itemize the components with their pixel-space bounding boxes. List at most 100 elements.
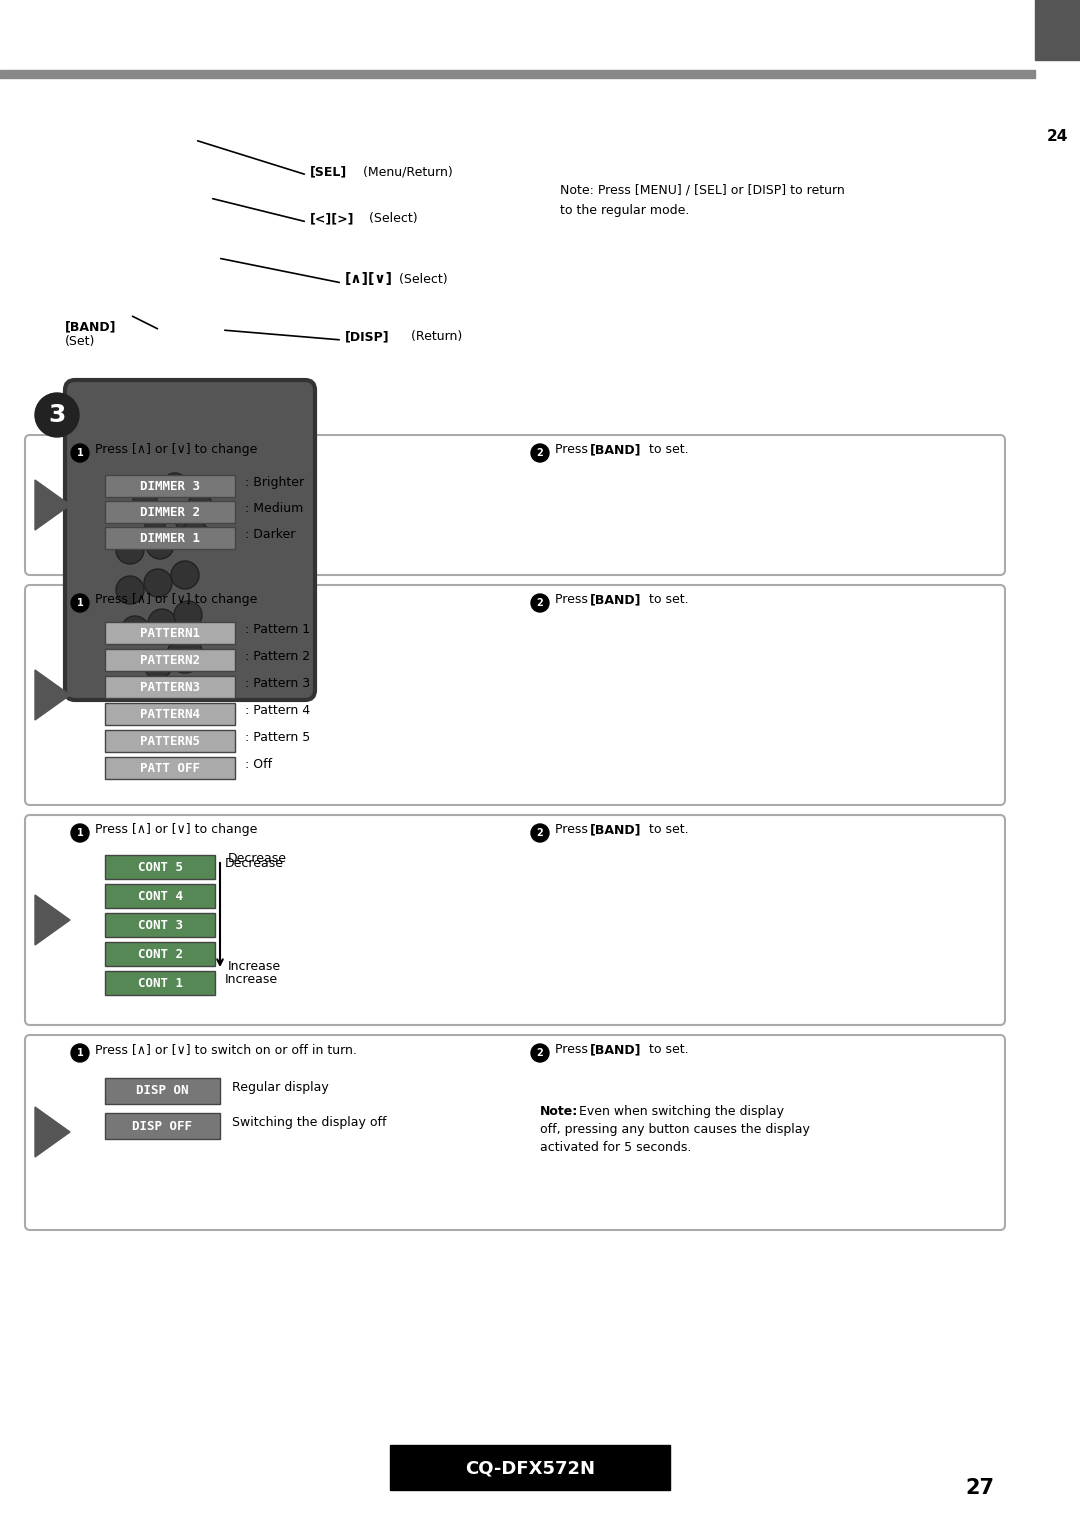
Text: CONT 5: CONT 5 — [137, 861, 183, 873]
Text: [BAND]: [BAND] — [590, 594, 642, 606]
Text: CONT 3: CONT 3 — [137, 919, 183, 931]
FancyBboxPatch shape — [105, 703, 235, 725]
Text: 24: 24 — [1047, 128, 1068, 143]
Text: PATTERN4: PATTERN4 — [140, 708, 200, 720]
Circle shape — [531, 824, 549, 842]
FancyBboxPatch shape — [25, 584, 1005, 806]
Text: Press: Press — [555, 1042, 592, 1056]
Text: (Select): (Select) — [395, 273, 447, 285]
Text: (Set): (Set) — [65, 336, 95, 348]
Text: 2: 2 — [537, 449, 543, 458]
Text: G: G — [1054, 87, 1062, 96]
Text: Panasonic: Panasonic — [158, 691, 192, 697]
Text: Press: Press — [555, 594, 592, 606]
Circle shape — [171, 562, 199, 589]
Text: PATTERN2: PATTERN2 — [140, 653, 200, 667]
Circle shape — [531, 594, 549, 612]
Text: I: I — [1056, 111, 1059, 121]
Polygon shape — [35, 1106, 70, 1157]
FancyBboxPatch shape — [105, 729, 235, 752]
Text: CONT 4: CONT 4 — [137, 890, 183, 902]
Text: : Pattern 2: : Pattern 2 — [245, 650, 310, 662]
Polygon shape — [35, 481, 70, 530]
Circle shape — [71, 824, 89, 842]
Text: to set.: to set. — [645, 443, 689, 456]
Text: : Brighter: : Brighter — [245, 476, 305, 488]
Text: [SEL]: [SEL] — [310, 165, 348, 179]
Text: [BAND]: [BAND] — [590, 443, 642, 456]
Circle shape — [71, 1044, 89, 1062]
Circle shape — [116, 575, 144, 604]
Text: [<][>]: [<][>] — [310, 212, 354, 224]
Text: to set.: to set. — [645, 1042, 689, 1056]
FancyBboxPatch shape — [65, 380, 315, 700]
Text: Switching the display off: Switching the display off — [232, 1116, 387, 1129]
Circle shape — [181, 520, 210, 549]
Circle shape — [144, 569, 172, 597]
Text: 3: 3 — [49, 403, 66, 427]
Circle shape — [145, 514, 165, 536]
Text: [BAND]: [BAND] — [65, 320, 117, 333]
Text: L: L — [1055, 99, 1061, 108]
FancyBboxPatch shape — [105, 757, 235, 778]
FancyBboxPatch shape — [25, 815, 1005, 1025]
FancyBboxPatch shape — [25, 435, 1005, 575]
Text: [DISP]: [DISP] — [345, 330, 390, 343]
Text: : Pattern 4: : Pattern 4 — [245, 703, 310, 717]
FancyBboxPatch shape — [105, 1112, 220, 1138]
Text: 27: 27 — [966, 1479, 995, 1499]
Text: Decrease: Decrease — [228, 852, 287, 865]
FancyBboxPatch shape — [105, 971, 215, 995]
Text: 2: 2 — [537, 1048, 543, 1058]
Text: Note:: Note: — [540, 1105, 578, 1119]
Circle shape — [175, 510, 195, 530]
Text: 1: 1 — [77, 449, 83, 458]
Text: DIMMER 2: DIMMER 2 — [140, 505, 200, 519]
Text: Press [∧] or [∨] to switch on or off in turn.: Press [∧] or [∨] to switch on or off in … — [95, 1042, 356, 1056]
Text: S: S — [1054, 124, 1061, 133]
Circle shape — [71, 444, 89, 462]
Polygon shape — [35, 670, 70, 720]
Text: Increase: Increase — [228, 960, 281, 974]
Text: E: E — [1054, 64, 1061, 73]
Text: : Medium: : Medium — [245, 502, 303, 514]
Text: 2: 2 — [537, 829, 543, 838]
Text: Note: Press [MENU] / [SEL] or [DISP] to return: Note: Press [MENU] / [SEL] or [DISP] to … — [561, 183, 845, 197]
FancyBboxPatch shape — [105, 676, 235, 697]
Text: Even when switching the display: Even when switching the display — [575, 1105, 784, 1119]
Circle shape — [133, 488, 157, 513]
Text: Press [∧] or [∨] to change: Press [∧] or [∨] to change — [95, 823, 257, 836]
Text: CONT 2: CONT 2 — [137, 948, 183, 960]
Text: 1: 1 — [77, 598, 83, 607]
Circle shape — [531, 1044, 549, 1062]
Text: to set.: to set. — [645, 594, 689, 606]
Text: 2: 2 — [537, 598, 543, 607]
FancyBboxPatch shape — [25, 1035, 1005, 1230]
Circle shape — [144, 652, 172, 679]
Bar — [390, 1445, 670, 1489]
Text: [BAND]: [BAND] — [590, 1042, 642, 1056]
Text: CONT 1: CONT 1 — [137, 977, 183, 989]
Text: PATTERN3: PATTERN3 — [140, 681, 200, 693]
Text: [BAND]: [BAND] — [590, 823, 642, 836]
Text: (Return): (Return) — [403, 330, 462, 343]
Text: Press: Press — [555, 443, 592, 456]
Text: PATTERN1: PATTERN1 — [140, 627, 200, 639]
Text: Press [∧] or [∨] to change: Press [∧] or [∨] to change — [95, 594, 257, 606]
Text: activated for 5 seconds.: activated for 5 seconds. — [540, 1141, 691, 1154]
Text: DISP OFF: DISP OFF — [133, 1120, 192, 1132]
Circle shape — [188, 493, 212, 517]
Text: PATTERN5: PATTERN5 — [140, 734, 200, 748]
Circle shape — [167, 636, 203, 673]
FancyBboxPatch shape — [105, 475, 235, 497]
Text: DIMMER 1: DIMMER 1 — [140, 531, 200, 545]
FancyBboxPatch shape — [105, 526, 235, 549]
Text: : Pattern 3: : Pattern 3 — [245, 678, 310, 690]
Text: : Darker: : Darker — [245, 528, 295, 542]
Bar — [1035, 0, 1080, 60]
FancyBboxPatch shape — [105, 1077, 220, 1103]
Text: CQ-DFX572N: CQ-DFX572N — [465, 1459, 595, 1477]
Text: (Menu/Return): (Menu/Return) — [355, 165, 453, 179]
Text: 1: 1 — [77, 1048, 83, 1058]
Text: to the regular mode.: to the regular mode. — [561, 203, 689, 217]
